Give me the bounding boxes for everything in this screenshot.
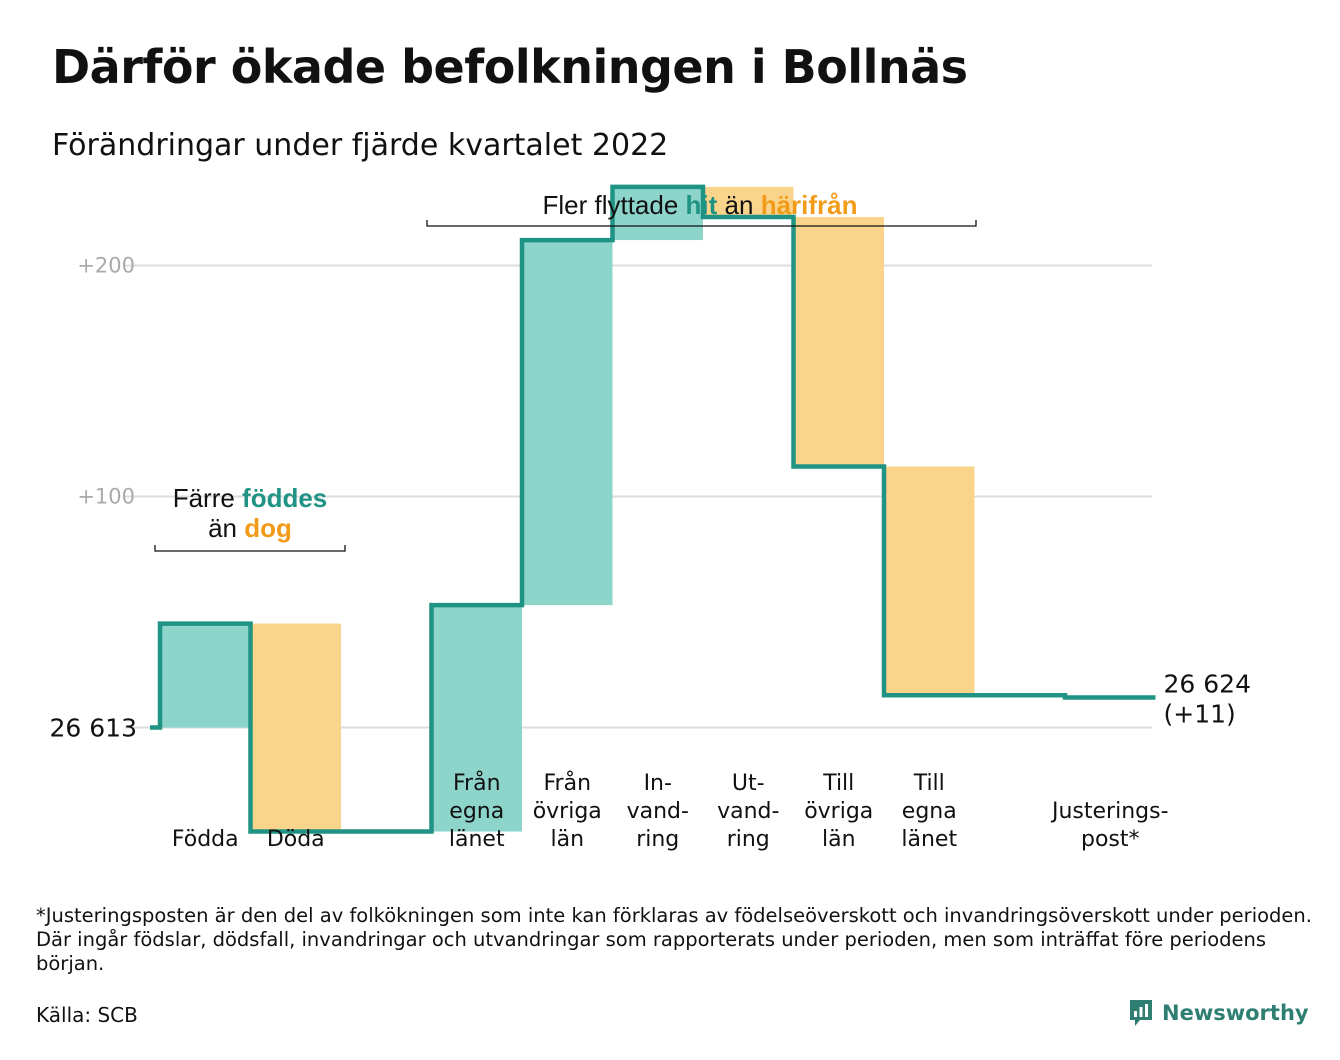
brand-name: Newsworthy — [1162, 1001, 1309, 1025]
y-tick-label: +200 — [77, 253, 135, 277]
end-value-label: 26 624 — [1164, 670, 1251, 699]
bar-inflow — [522, 240, 613, 606]
source-label: Källa: SCB — [36, 1003, 138, 1027]
gridlines: +200 +100 — [77, 253, 1152, 729]
y-tick-label: +100 — [77, 485, 135, 509]
newsworthy-logo-icon — [1130, 1000, 1152, 1026]
migration-annotation: Fler flyttade hit än härifrån — [426, 190, 977, 227]
x-category-label: In-vand-ring — [627, 771, 689, 852]
bar-outflow — [703, 186, 794, 217]
bar-inflow — [612, 186, 703, 241]
start-value-label: 26 613 — [50, 714, 137, 743]
bar-outflow — [884, 466, 975, 696]
bar-inflow — [160, 623, 251, 728]
end-change-label: (+11) — [1164, 700, 1236, 729]
births-annotation-line1: Färre föddes — [173, 483, 328, 513]
births-annotation-bracket — [154, 545, 346, 552]
x-category-label: Ut-vand-ring — [717, 771, 779, 852]
footnote: *Justeringsposten är den del av folkökni… — [36, 904, 1312, 975]
labels: Födda Döda Från egna länet Från övriga län In-va… — [172, 770, 1169, 852]
waterfall-chart: +200 +100 Födda Döda Från egna länet Från övrig… — [50, 184, 1251, 852]
x-category-label: Till övriga län — [804, 771, 873, 852]
x-category-label: Döda — [267, 827, 325, 852]
chart-subtitle: Förändringar under fjärde kvartalet 2022 — [52, 128, 669, 163]
bar-outflow — [250, 623, 341, 832]
births-annotation: Färre föddes än dog — [154, 483, 346, 552]
bar-outflow — [793, 216, 884, 467]
x-category-label: Till egna länet — [901, 771, 957, 852]
brand: Newsworthy — [1128, 996, 1309, 1030]
step-line-group — [150, 184, 1156, 834]
chart-title: Därför ökade befolkningen i Bollnäs — [52, 40, 968, 94]
bars — [160, 186, 975, 832]
migration-annotation-bracket — [426, 220, 977, 227]
bar-inflow — [431, 605, 522, 832]
x-category-label: Justerings-post* — [1050, 799, 1169, 852]
step-line — [150, 184, 1156, 834]
migration-annotation-text: Fler flyttade hit än härifrån — [542, 190, 857, 220]
x-category-label: Födda — [172, 827, 239, 852]
births-annotation-line2: än dog — [208, 513, 292, 543]
x-category-label: Från övriga län — [533, 770, 602, 852]
x-category-label: Från egna länet — [449, 770, 505, 852]
